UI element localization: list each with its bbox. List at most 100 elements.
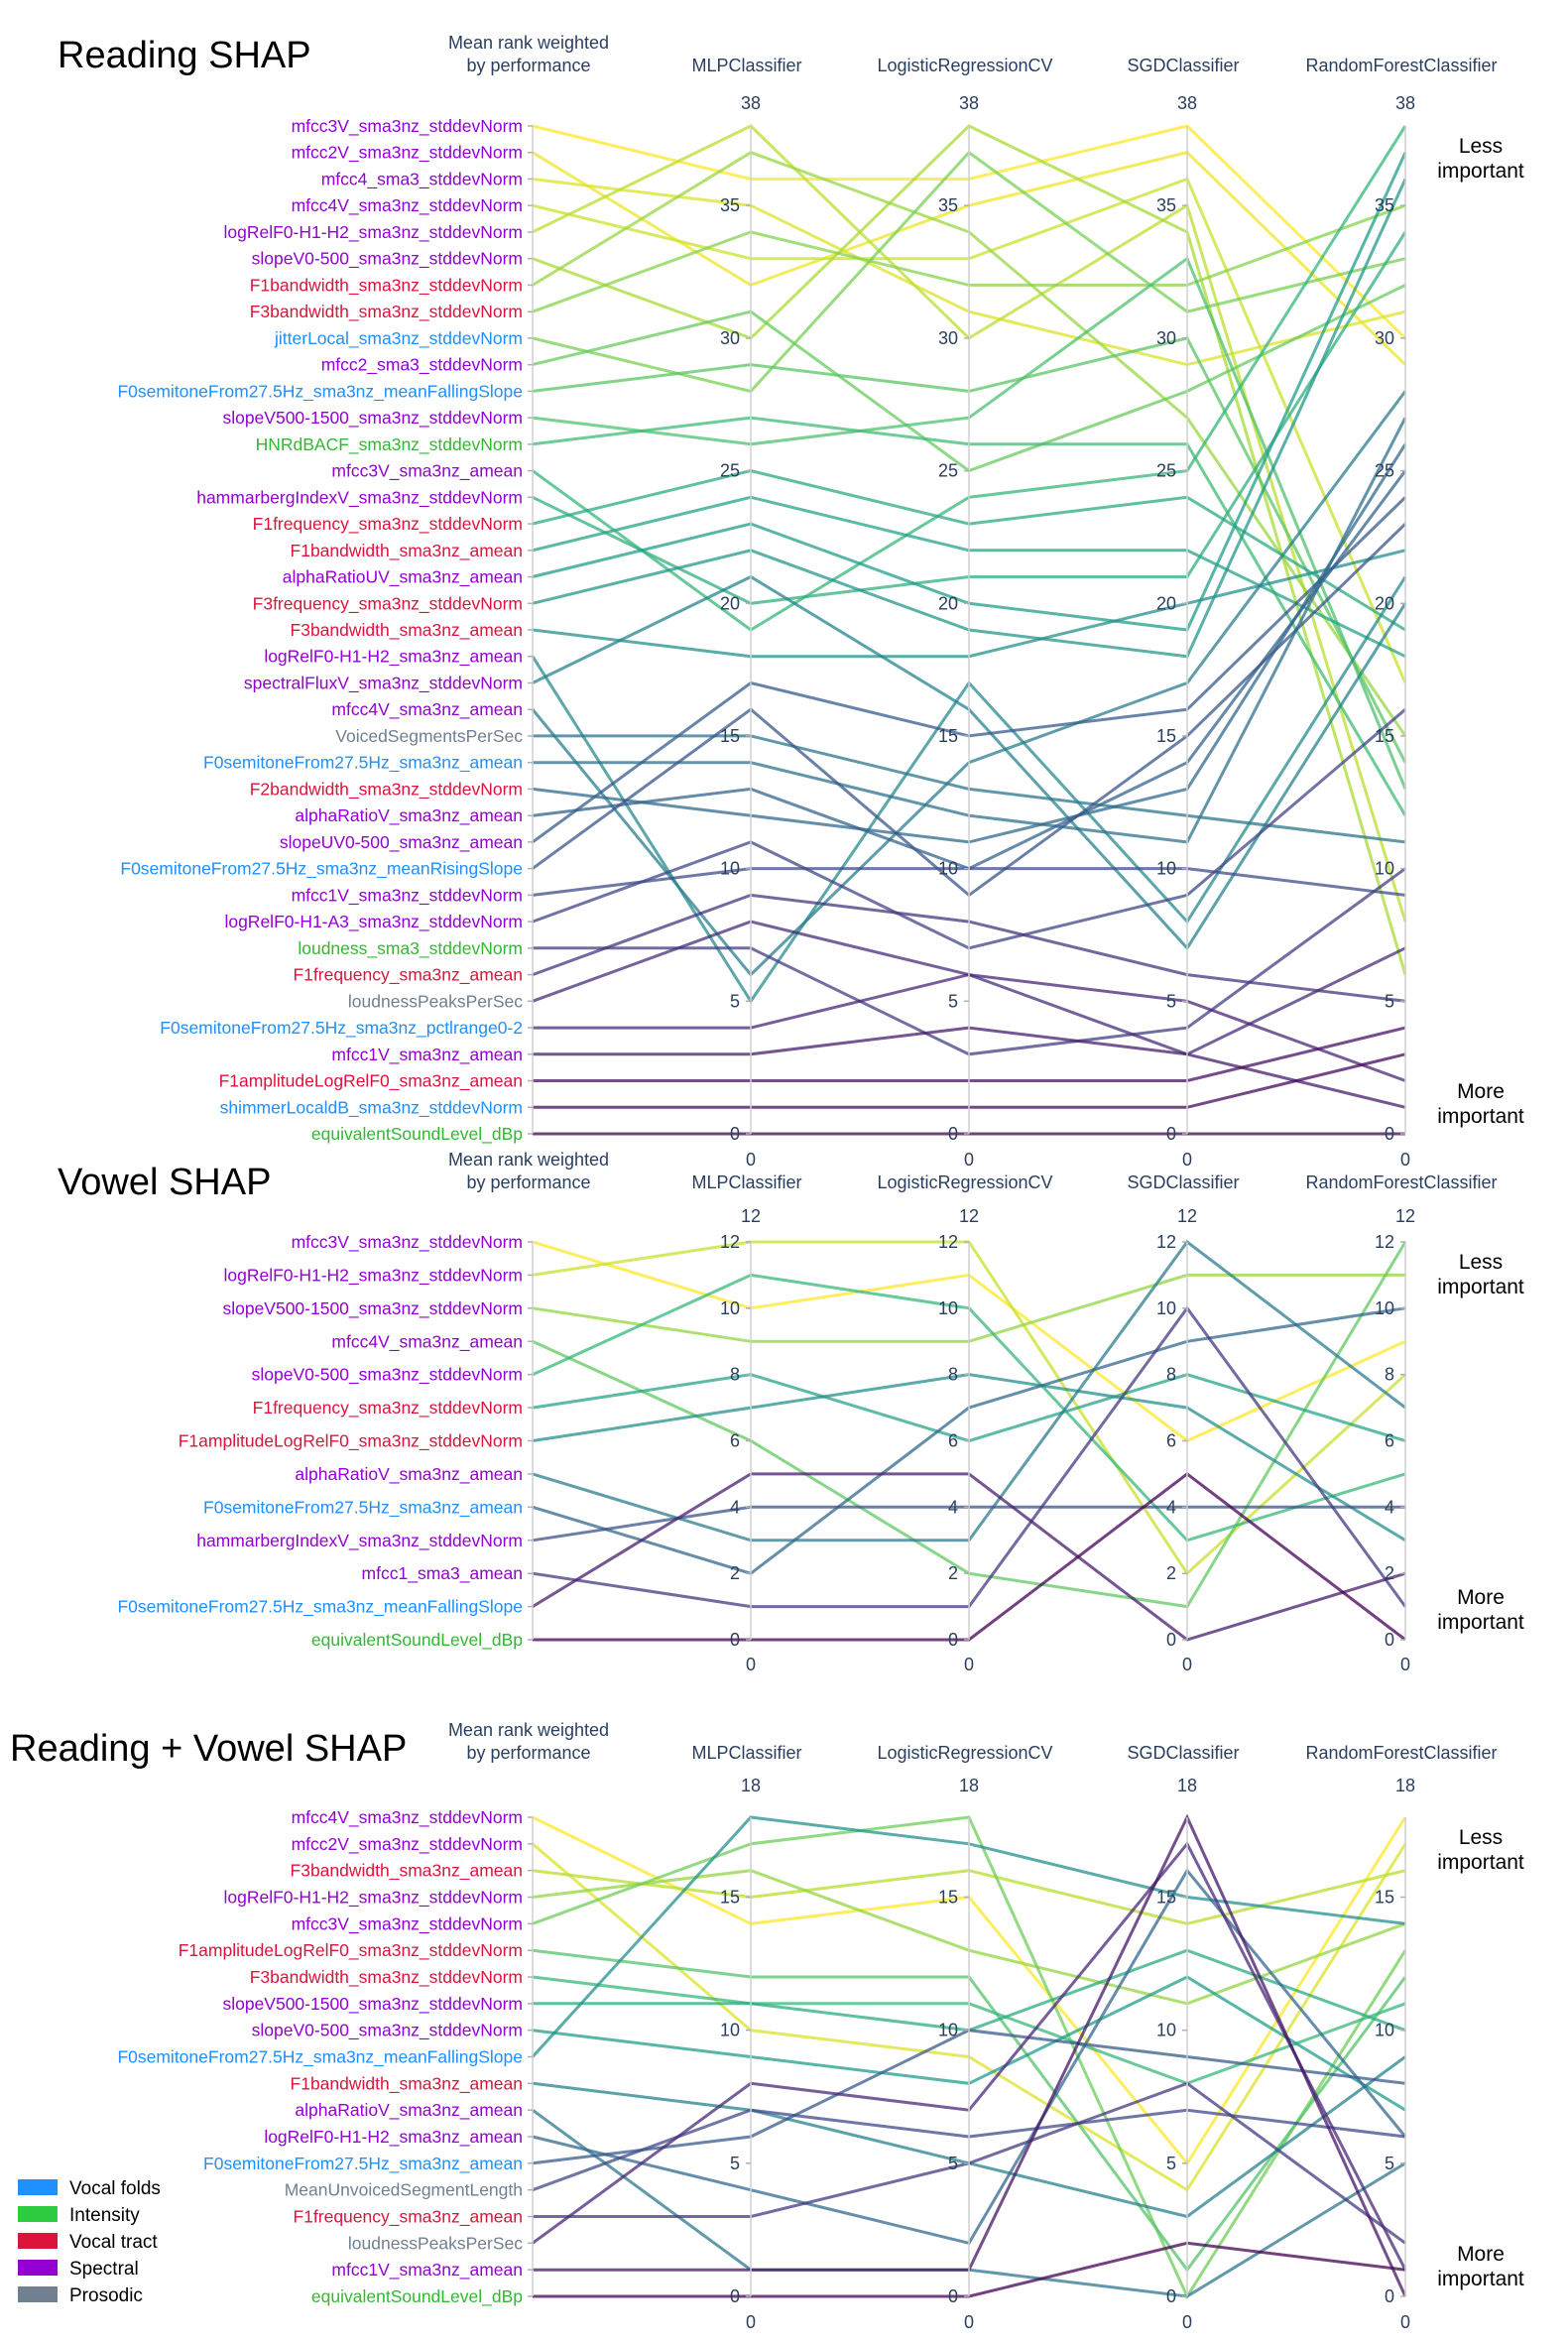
more-important-label: important: [1437, 1611, 1524, 1634]
feature-label: mfcc4V_sma3nz_amean: [331, 699, 523, 720]
feature-label: mfcc4V_sma3nz_amean: [331, 1331, 523, 1352]
more-important-label: More: [1457, 1586, 1505, 1609]
axis-name: SGDClassifier: [1127, 1172, 1239, 1192]
more-important-label: important: [1437, 1105, 1524, 1128]
legend-label: Spectral: [69, 2259, 139, 2280]
feature-label: loudnessPeaksPerSec: [348, 991, 523, 1011]
less-important-label: important: [1437, 1851, 1524, 1874]
tick-label: 10: [1375, 859, 1394, 879]
tick-label: 4: [1385, 1497, 1394, 1517]
tick-label: 25: [938, 461, 958, 481]
feature-label: slopeV0-500_sma3nz_stddevNorm: [252, 1365, 523, 1386]
tick-label: 10: [1375, 2021, 1394, 2040]
tick-label: 15: [1375, 1888, 1394, 1908]
tick-label: 0: [948, 2286, 958, 2306]
feature-label: logRelF0-H1-H2_sma3nz_stddevNorm: [223, 1888, 523, 1909]
axis-max-label: 12: [1395, 1206, 1415, 1226]
axis-max-label: 18: [959, 1776, 979, 1795]
axis-name: by performance: [466, 1743, 590, 1763]
tick-label: 25: [1375, 461, 1394, 481]
less-important-label: important: [1437, 1276, 1524, 1298]
less-important-label: Less: [1459, 135, 1503, 158]
tick-label: 5: [1385, 991, 1394, 1011]
tick-label: 8: [1166, 1365, 1176, 1385]
axis-max-label: 12: [1177, 1206, 1197, 1226]
feature-label: mfcc3V_sma3nz_amean: [331, 461, 523, 482]
tick-label: 35: [720, 195, 740, 215]
feature-label: hammarbergIndexV_sma3nz_stddevNorm: [196, 487, 523, 508]
feature-label: mfcc1V_sma3nz_amean: [331, 1045, 523, 1065]
axis-name: LogisticRegressionCV: [877, 1743, 1052, 1763]
axis-min-label: 0: [1400, 1655, 1410, 1674]
more-important-label: important: [1437, 2268, 1524, 2290]
tick-label: 35: [1156, 195, 1176, 215]
feature-label: F1amplitudeLogRelF0_sma3nz_stddevNorm: [179, 1431, 523, 1452]
tick-label: 4: [948, 1497, 958, 1517]
axis-name: MLPClassifier: [691, 1743, 801, 1763]
axis-max-label: 38: [959, 93, 979, 113]
legend: Vocal folds Intensity Vocal tract Spectral P…: [18, 2178, 161, 2306]
panel-title: Reading SHAP: [58, 35, 311, 76]
tick-label: 4: [730, 1497, 740, 1517]
tick-label: 35: [1375, 195, 1394, 215]
axis-max-label: 38: [741, 93, 761, 113]
axis-name: LogisticRegressionCV: [877, 56, 1052, 75]
tick-label: 0: [1166, 1124, 1176, 1144]
tick-label: 20: [720, 593, 740, 613]
feature-label: mfcc4V_sma3nz_stddevNorm: [292, 195, 523, 216]
feature-label: F3bandwidth_sma3nz_stddevNorm: [250, 302, 523, 322]
tick-label: 5: [730, 991, 740, 1011]
axis-name: by performance: [466, 1172, 590, 1192]
feature-label: mfcc2V_sma3nz_stddevNorm: [292, 1834, 523, 1855]
axis-min-label: 0: [1182, 2312, 1192, 2332]
tick-label: 0: [1385, 1124, 1394, 1144]
feature-label: F3bandwidth_sma3nz_amean: [291, 1861, 523, 1882]
feature-label: MeanUnvoicedSegmentLength: [285, 2180, 523, 2200]
feature-label: alphaRatioV_sma3nz_amean: [295, 805, 523, 826]
tick-label: 15: [1156, 726, 1176, 746]
axis-min-label: 0: [1400, 1150, 1410, 1170]
feature-label: loudnessPeaksPerSec: [348, 2233, 523, 2253]
feature-label: slopeV500-1500_sma3nz_stddevNorm: [222, 1298, 523, 1319]
feature-label: mfcc1V_sma3nz_stddevNorm: [292, 885, 523, 906]
tick-label: 0: [948, 1630, 958, 1650]
tick-label: 0: [1166, 2286, 1176, 2306]
tick-label: 10: [1156, 2021, 1176, 2040]
tick-label: 8: [730, 1365, 740, 1385]
feature-label: slopeV500-1500_sma3nz_stddevNorm: [222, 1994, 523, 2015]
feature-label: F1bandwidth_sma3nz_stddevNorm: [250, 275, 523, 296]
axis-5: RandomForestClassifier 18 00 5 10 15: [1305, 1743, 1497, 2332]
axis-name: SGDClassifier: [1127, 56, 1239, 75]
tick-label: 2: [730, 1563, 740, 1583]
tick-label: 0: [948, 1124, 958, 1144]
axis-max-label: 18: [1395, 1776, 1415, 1795]
axis-name: Mean rank weighted: [448, 1150, 609, 1170]
feature-label: equivalentSoundLevel_dBp: [311, 1630, 523, 1651]
axis-min-label: 0: [964, 2312, 974, 2332]
feature-label: F1bandwidth_sma3nz_amean: [291, 541, 523, 561]
tick-label: 5: [1166, 2154, 1176, 2173]
tick-label: 10: [720, 1298, 740, 1318]
tick-label: 10: [1156, 1298, 1176, 1318]
axis-name: Mean rank weighted: [448, 33, 609, 53]
feature-label: mfcc3V_sma3nz_stddevNorm: [292, 116, 523, 137]
tick-label: 30: [1375, 328, 1394, 348]
axis-1: Mean rank weighted by performance mfcc4V_s…: [117, 1720, 609, 2307]
feature-label: F1frequency_sma3nz_amean: [293, 2207, 523, 2228]
tick-label: 10: [720, 859, 740, 879]
feature-label: logRelF0-H1-H2_sma3nz_stddevNorm: [223, 1265, 523, 1286]
feature-label: F0semitoneFrom27.5Hz_sma3nz_meanRisingSl…: [120, 859, 523, 880]
feature-label: alphaRatioV_sma3nz_amean: [295, 1464, 523, 1485]
feature-label: F0semitoneFrom27.5Hz_sma3nz_meanFallingS…: [117, 1597, 523, 1618]
more-important-label: More: [1457, 1080, 1505, 1103]
axis-name: LogisticRegressionCV: [877, 1172, 1052, 1192]
legend-label: Vocal tract: [69, 2232, 158, 2253]
tick-label: 0: [1166, 1630, 1176, 1650]
legend-label: Prosodic: [69, 2285, 143, 2306]
axis-min-label: 0: [1182, 1655, 1192, 1674]
tick-label: 15: [720, 1888, 740, 1908]
axis-name: RandomForestClassifier: [1305, 1172, 1497, 1192]
axis-min-label: 0: [1182, 1150, 1192, 1170]
less-important-label: Less: [1459, 1826, 1503, 1849]
feature-label: F1frequency_sma3nz_stddevNorm: [253, 514, 523, 535]
